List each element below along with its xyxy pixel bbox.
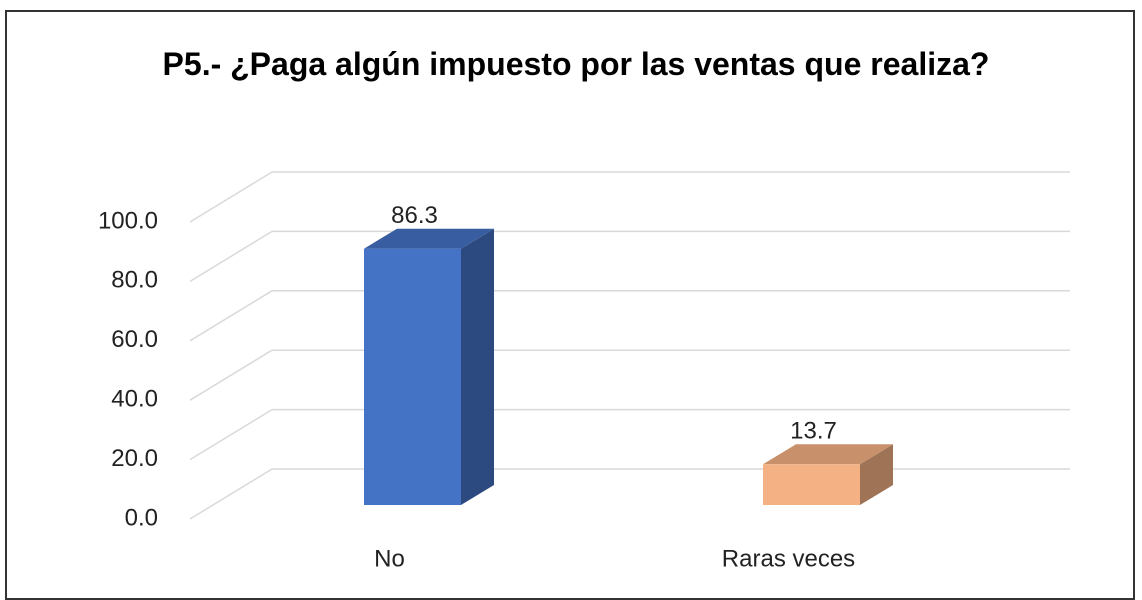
- chart-title: P5.- ¿Paga algún impuesto por las ventas…: [162, 46, 990, 82]
- y-tick-label: 40.0: [111, 386, 158, 413]
- bar-side: [461, 228, 494, 505]
- y-tick-label: 20.0: [111, 445, 158, 472]
- bar: [364, 248, 461, 505]
- side-grid-line: [189, 290, 273, 342]
- side-grid-line: [189, 230, 273, 283]
- side-grid-line: [189, 349, 273, 401]
- data-label: 13.7: [790, 418, 837, 445]
- y-tick-label: 80.0: [111, 267, 158, 294]
- side-grid-line: [189, 171, 273, 223]
- y-tick-label: 0.0: [125, 504, 158, 531]
- data-label: 86.3: [391, 202, 438, 229]
- x-tick-label: No: [374, 545, 405, 572]
- side-grid-line: [189, 468, 273, 520]
- x-tick-label: Raras veces: [722, 545, 855, 572]
- bar-top: [763, 444, 893, 465]
- side-grid-line: [189, 408, 273, 461]
- bar-top: [364, 228, 494, 249]
- bar-side: [860, 444, 893, 505]
- y-tick-label: 60.0: [111, 326, 158, 353]
- y-tick-label: 100.0: [98, 207, 158, 234]
- bar: [763, 464, 860, 505]
